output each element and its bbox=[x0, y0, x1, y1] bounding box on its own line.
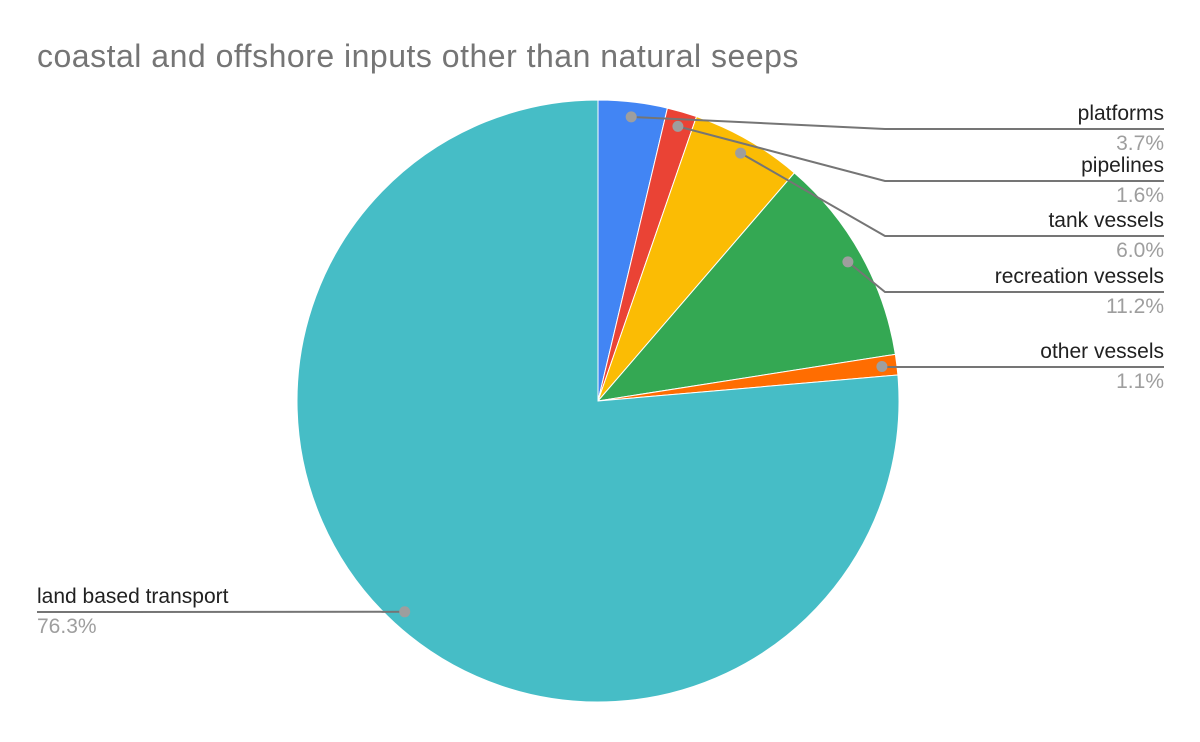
callout-platforms: platforms 3.7% bbox=[1078, 101, 1164, 157]
callout-label-recreation-vessels: recreation vessels bbox=[994, 265, 1164, 288]
callout-percent-tank-vessels: 6.0% bbox=[1116, 239, 1164, 262]
callout-label-other-vessels: other vessels bbox=[1040, 340, 1164, 363]
leader-dot-land-based-transport bbox=[399, 606, 411, 618]
pie-slices bbox=[296, 99, 900, 703]
callout-label-tank-vessels: tank vessels bbox=[1048, 209, 1164, 232]
pie-slice-land-based-transport[interactable] bbox=[296, 99, 900, 703]
leader-dot-other-vessels bbox=[876, 361, 888, 372]
callout-tank-vessels: tank vessels 6.0% bbox=[1048, 208, 1164, 264]
leader-line-tank-vessels bbox=[740, 152, 1164, 237]
callout-percent-pipelines: 1.6% bbox=[1116, 184, 1164, 207]
callout-percent-recreation-vessels: 11.2% bbox=[1106, 295, 1164, 318]
leader-dot-pipelines bbox=[672, 120, 684, 132]
callout-label-pipelines: pipelines bbox=[1081, 154, 1164, 177]
callout-label-land-based-transport: land based transport bbox=[37, 585, 229, 608]
callout-percent-other-vessels: 1.1% bbox=[1116, 370, 1164, 393]
callout-recreation-vessels: recreation vessels 11.2% bbox=[995, 264, 1164, 320]
leader-dots bbox=[399, 111, 888, 618]
leader-dot-tank-vessels bbox=[735, 147, 747, 159]
pie-slice-recreation-vessels[interactable] bbox=[596, 172, 896, 402]
callout-percent-land-based-transport: 76.3% bbox=[37, 615, 97, 638]
callout-land-based-transport: land based transport 76.3% bbox=[37, 584, 228, 640]
callout-label-platforms: platforms bbox=[1077, 102, 1164, 125]
leader-dot-recreation-vessels bbox=[842, 256, 854, 268]
callout-percent-platforms: 3.7% bbox=[1116, 132, 1164, 155]
chart-title: coastal and offshore inputs other than n… bbox=[37, 38, 799, 74]
leader-line-recreation-vessels bbox=[847, 261, 1164, 293]
leader-line-platforms bbox=[631, 115, 1164, 130]
leader-dot-platforms bbox=[625, 111, 637, 123]
callout-pipelines: pipelines 1.6% bbox=[1081, 153, 1164, 209]
leader-line-pipelines bbox=[677, 125, 1164, 182]
callout-other-vessels: other vessels 1.1% bbox=[1040, 339, 1164, 395]
